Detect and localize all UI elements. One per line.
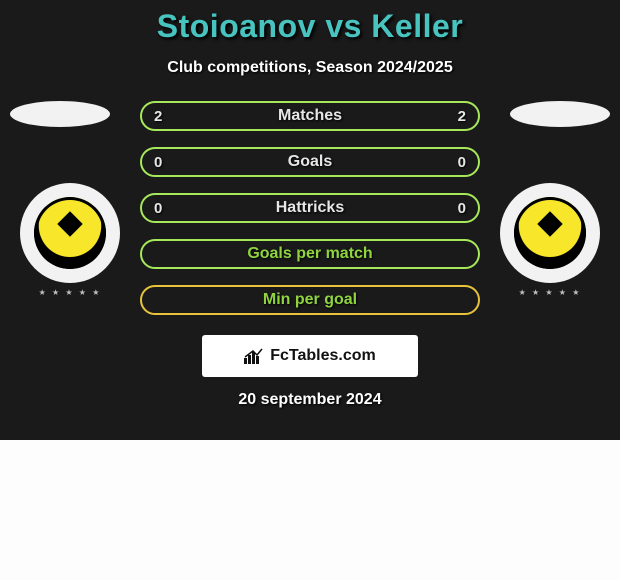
- stat-value-right: 0: [458, 200, 466, 217]
- stat-value-left: 0: [154, 200, 162, 217]
- stat-bar: 0 Hattricks 0: [140, 193, 480, 223]
- player-left-oval: [10, 101, 110, 127]
- comparison-card: Stoioanov vs Keller Club competitions, S…: [0, 0, 620, 440]
- stat-bar: 2 Matches 2: [140, 101, 480, 131]
- club-badge-left: ★ ★ ★ ★ ★: [20, 183, 120, 283]
- stat-value-right: 0: [458, 154, 466, 171]
- stat-value-left: 2: [154, 108, 162, 125]
- subtitle: Club competitions, Season 2024/2025: [0, 59, 620, 77]
- stat-label: Min per goal: [263, 291, 357, 309]
- club-badge-right: ★ ★ ★ ★ ★: [500, 183, 600, 283]
- date-label: 20 september 2024: [0, 391, 620, 409]
- badge-stars-right: ★ ★ ★ ★ ★: [500, 288, 600, 297]
- player-right-oval: [510, 101, 610, 127]
- site-logo-box: FcTables.com: [202, 335, 418, 377]
- badge-diamond-icon: [57, 211, 82, 236]
- club-badge-left-inner: [34, 197, 106, 269]
- stat-bar: Goals per match: [140, 239, 480, 269]
- stat-label: Goals: [288, 153, 332, 171]
- stats-panel: ★ ★ ★ ★ ★ ★ ★ ★ ★ ★ 2 Matches 2 0 Goals 0 0 Hat…: [0, 101, 620, 331]
- stat-label: Matches: [278, 107, 342, 125]
- badge-stars-left: ★ ★ ★ ★ ★: [20, 288, 120, 297]
- site-logo-text: FcTables.com: [270, 347, 376, 365]
- stat-bar: 0 Goals 0: [140, 147, 480, 177]
- stat-value-right: 2: [458, 108, 466, 125]
- stat-bar: Min per goal: [140, 285, 480, 315]
- stat-value-left: 0: [154, 154, 162, 171]
- stat-bars: 2 Matches 2 0 Goals 0 0 Hattricks 0 Goals per mat…: [140, 101, 480, 315]
- page-title: Stoioanov vs Keller: [0, 8, 620, 45]
- badge-diamond-icon: [537, 211, 562, 236]
- stat-label: Goals per match: [247, 245, 372, 263]
- stat-label: Hattricks: [276, 199, 344, 217]
- chart-icon: [244, 348, 264, 364]
- club-badge-right-inner: [514, 197, 586, 269]
